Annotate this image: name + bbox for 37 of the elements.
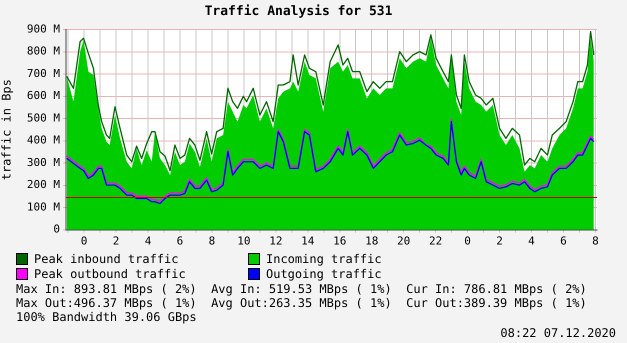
x-tick-label: 8 bbox=[592, 234, 599, 248]
y-tick-label: 300 M bbox=[26, 156, 60, 169]
y-tick-label: 400 M bbox=[26, 134, 60, 147]
x-tick-label: 14 bbox=[301, 234, 315, 248]
x-tick-label: 22 bbox=[429, 234, 442, 248]
y-tick-label: 700 M bbox=[26, 66, 60, 80]
x-tick-label: 4 bbox=[144, 234, 152, 248]
series-label: Incoming traffic bbox=[265, 252, 383, 266]
y-axis-title: traffic in Bps bbox=[0, 79, 14, 180]
x-tick-label: 16 bbox=[333, 234, 346, 248]
text: 100% Bandwidth 39.06 GBps bbox=[16, 310, 198, 324]
text: 08:22 07.12.2020 bbox=[499, 326, 616, 340]
legend-label: Peak inbound traffic bbox=[33, 252, 180, 266]
x-tick-label: 6 bbox=[176, 234, 184, 248]
y-tick-label: 200 M bbox=[26, 178, 60, 192]
y-tick-label: 900 M bbox=[26, 22, 60, 36]
text: Max Out:496.37 MBps ( 1%) Avg Out:263.35 MBps ( 1%) Cur Out:389.39 MBps ( 1%) bbox=[16, 296, 588, 310]
x-tick-label: 6 bbox=[560, 234, 567, 248]
y-tick-label: 100 M bbox=[26, 200, 60, 214]
x-tick-label: 8 bbox=[208, 234, 216, 248]
legend-label: Outgoing traffic bbox=[265, 267, 383, 281]
chart-title: Traffic Analysis for 531 bbox=[204, 4, 393, 20]
y-tick-label: 0 bbox=[53, 222, 60, 236]
x-tick-label: 20 bbox=[397, 234, 410, 248]
legend-label: Peak outbound traffic bbox=[33, 267, 187, 281]
x-tick-label: 2 bbox=[112, 234, 120, 248]
x-tick-label: 2 bbox=[496, 234, 503, 248]
y-tick-label: 800 M bbox=[26, 44, 60, 58]
x-tick-label: 12 bbox=[269, 234, 282, 248]
x-tick-label: 0 bbox=[464, 234, 471, 248]
text: Max In: 893.81 MBps ( 2%) Avg In: 519.53 MBps ( 1%) Cur In: 786.81 MBps ( 2%) bbox=[16, 282, 588, 296]
x-tick-label: 0 bbox=[80, 234, 88, 248]
x-tick-label: 18 bbox=[365, 234, 378, 248]
y-tick-label: 600 M bbox=[26, 89, 60, 102]
x-tick-label: 4 bbox=[528, 234, 536, 248]
y-tick-label: 500 M bbox=[26, 111, 60, 124]
x-tick-label: 10 bbox=[237, 234, 251, 248]
